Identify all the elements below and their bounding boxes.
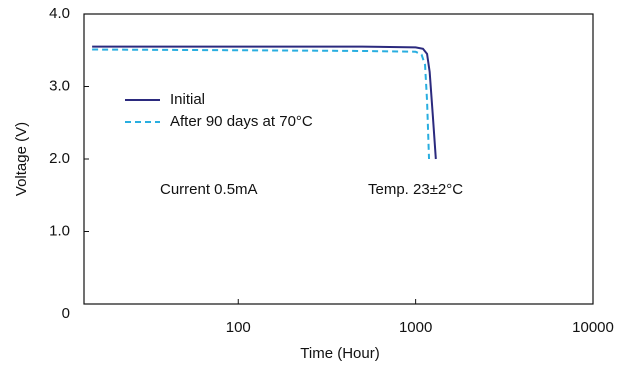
y-tick-label: 2.0 <box>49 150 70 167</box>
legend-label: Initial <box>170 91 205 108</box>
y-axis-label: Voltage (V) <box>13 122 30 196</box>
x-tick-label: 10000 <box>572 319 614 336</box>
series-line <box>92 45 437 160</box>
y-tick-label: 3.0 <box>49 77 70 94</box>
annotation: Current 0.5mA <box>160 181 258 198</box>
series-line <box>92 48 431 160</box>
y-tick-label: 0 <box>62 305 70 322</box>
x-tick-label: 100 <box>226 319 251 336</box>
y-tick-label: 4.0 <box>49 5 70 22</box>
x-axis-label: Time (Hour) <box>300 345 379 362</box>
legend-label: After 90 days at 70°C <box>170 113 313 130</box>
y-tick-label: 1.0 <box>49 222 70 239</box>
annotation: Temp. 23±2°C <box>368 181 463 198</box>
x-tick-label: 1000 <box>399 319 432 336</box>
plot-frame <box>83 13 594 305</box>
